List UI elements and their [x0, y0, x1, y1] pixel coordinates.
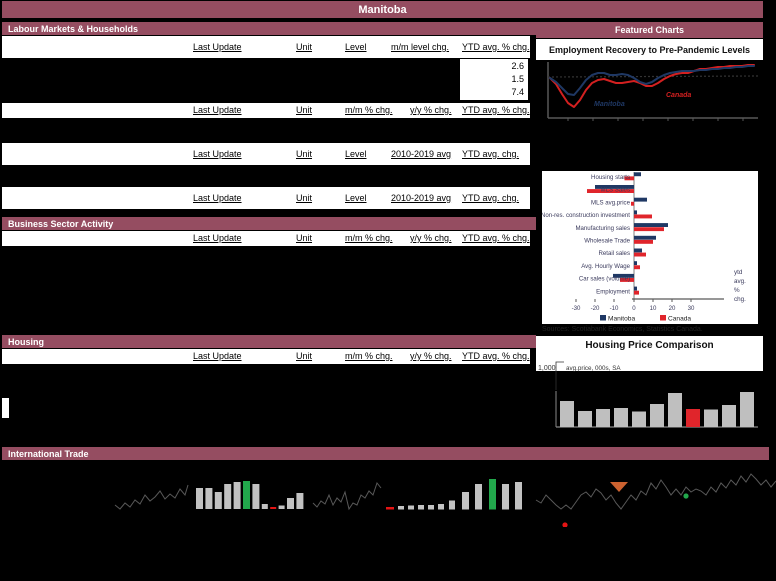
- svg-text:Manitoba: Manitoba: [608, 316, 635, 323]
- svg-text:-20: -20: [591, 305, 600, 312]
- svg-text:Wholesale Trade: Wholesale Trade: [584, 238, 630, 245]
- svg-text:-10: -10: [610, 305, 619, 312]
- svg-text:%: %: [734, 287, 740, 294]
- svg-text:Canada: Canada: [666, 92, 691, 99]
- svg-text:Non-res. construction investme: Non-res. construction investment: [542, 212, 630, 219]
- svg-text:MLS Sales: MLS Sales: [601, 187, 630, 194]
- svg-text:MLS avg.price: MLS avg.price: [591, 199, 631, 206]
- svg-text:Employment: Employment: [596, 288, 630, 295]
- svg-text:0: 0: [632, 305, 636, 312]
- svg-text:Manitoba: Manitoba: [594, 101, 625, 108]
- svg-text:Avg. Hourly Wage: Avg. Hourly Wage: [581, 263, 630, 270]
- svg-text:Housing starts: Housing starts: [591, 174, 630, 181]
- svg-text:-30: -30: [572, 305, 581, 312]
- svg-text:chg.: chg.: [734, 296, 746, 303]
- svg-text:ytd: ytd: [734, 269, 743, 276]
- svg-text:30: 30: [688, 305, 695, 312]
- svg-text:10: 10: [650, 305, 657, 312]
- svg-text:Retail sales: Retail sales: [599, 250, 631, 257]
- svg-text:Canada: Canada: [668, 316, 691, 323]
- svg-text:avg.: avg.: [734, 278, 746, 285]
- svg-text:20: 20: [669, 305, 676, 312]
- svg-text:Manufacturing sales: Manufacturing sales: [575, 225, 630, 232]
- svg-text:avg.price, 000s, SA: avg.price, 000s, SA: [566, 365, 621, 372]
- svg-text:1,000: 1,000: [538, 365, 556, 372]
- svg-text:Car sales (volume): Car sales (volume): [579, 276, 630, 283]
